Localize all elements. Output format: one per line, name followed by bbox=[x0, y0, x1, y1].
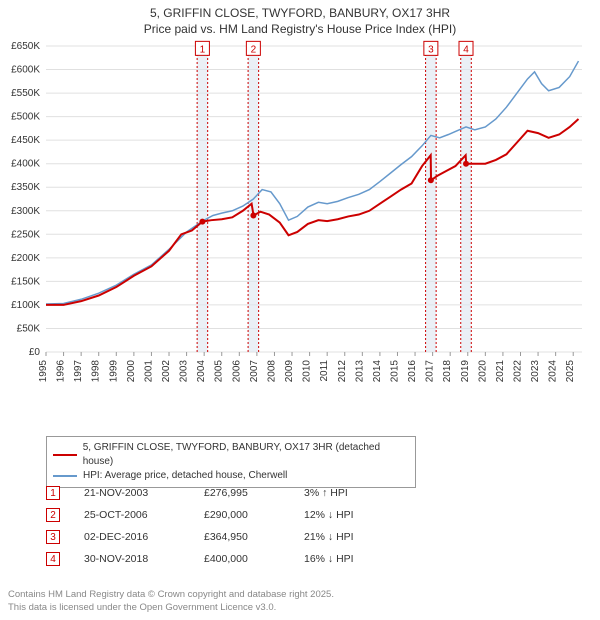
sale-price: £276,995 bbox=[204, 487, 304, 499]
svg-text:2002: 2002 bbox=[161, 360, 172, 383]
sale-delta: 21% ↓ HPI bbox=[304, 531, 384, 543]
svg-text:£500K: £500K bbox=[11, 112, 40, 123]
svg-text:£150K: £150K bbox=[11, 276, 40, 287]
svg-text:1995: 1995 bbox=[38, 360, 49, 383]
svg-text:£400K: £400K bbox=[11, 159, 40, 170]
svg-text:2005: 2005 bbox=[214, 360, 225, 383]
svg-text:£200K: £200K bbox=[11, 253, 40, 264]
svg-text:2024: 2024 bbox=[548, 360, 559, 383]
footer-line-2: This data is licensed under the Open Gov… bbox=[8, 602, 334, 614]
svg-text:2008: 2008 bbox=[266, 360, 277, 383]
sale-date: 25-OCT-2006 bbox=[84, 509, 204, 521]
legend: 5, GRIFFIN CLOSE, TWYFORD, BANBURY, OX17… bbox=[46, 436, 416, 488]
footer: Contains HM Land Registry data © Crown c… bbox=[8, 589, 334, 614]
svg-text:2015: 2015 bbox=[389, 360, 400, 383]
sale-price: £400,000 bbox=[204, 553, 304, 565]
svg-text:3: 3 bbox=[428, 44, 434, 55]
footer-line-1: Contains HM Land Registry data © Crown c… bbox=[8, 589, 334, 601]
svg-text:2017: 2017 bbox=[425, 360, 436, 383]
legend-label: 5, GRIFFIN CLOSE, TWYFORD, BANBURY, OX17… bbox=[83, 441, 409, 469]
svg-text:2004: 2004 bbox=[196, 360, 207, 383]
sales-table: 1 21-NOV-2003£276,9953% ↑ HPI 2 25-OCT-2006… bbox=[46, 482, 384, 570]
title-line-1: 5, GRIFFIN CLOSE, TWYFORD, BANBURY, OX17… bbox=[0, 6, 600, 22]
svg-text:1999: 1999 bbox=[108, 360, 119, 383]
sale-marker-icon: 4 bbox=[46, 552, 60, 566]
svg-text:2006: 2006 bbox=[231, 360, 242, 383]
line-chart: £0£50K£100K£150K£200K£250K£300K£350K£400… bbox=[46, 42, 586, 392]
sales-row: 4 30-NOV-2018£400,00016% ↓ HPI bbox=[46, 548, 384, 570]
svg-text:£0: £0 bbox=[29, 347, 41, 358]
svg-text:2: 2 bbox=[251, 44, 257, 55]
svg-text:2025: 2025 bbox=[565, 360, 576, 383]
svg-text:2016: 2016 bbox=[407, 360, 418, 383]
sales-row: 1 21-NOV-2003£276,9953% ↑ HPI bbox=[46, 482, 384, 504]
svg-text:2010: 2010 bbox=[302, 360, 313, 383]
title-block: 5, GRIFFIN CLOSE, TWYFORD, BANBURY, OX17… bbox=[0, 0, 600, 39]
svg-text:£650K: £650K bbox=[11, 41, 40, 52]
sale-marker-icon: 1 bbox=[46, 486, 60, 500]
sale-price: £290,000 bbox=[204, 509, 304, 521]
svg-text:2007: 2007 bbox=[249, 360, 260, 383]
legend-swatch-blue bbox=[53, 475, 77, 477]
sale-price: £364,950 bbox=[204, 531, 304, 543]
svg-text:2012: 2012 bbox=[337, 360, 348, 383]
sale-marker-icon: 2 bbox=[46, 508, 60, 522]
sale-date: 30-NOV-2018 bbox=[84, 553, 204, 565]
sale-marker-icon: 3 bbox=[46, 530, 60, 544]
svg-text:£50K: £50K bbox=[17, 323, 41, 334]
sale-date: 02-DEC-2016 bbox=[84, 531, 204, 543]
svg-text:£250K: £250K bbox=[11, 229, 40, 240]
legend-label: HPI: Average price, detached house, Cher… bbox=[83, 469, 287, 483]
svg-text:1997: 1997 bbox=[73, 360, 84, 383]
legend-swatch-red bbox=[53, 454, 77, 456]
svg-text:2022: 2022 bbox=[512, 360, 523, 383]
svg-text:1996: 1996 bbox=[56, 360, 67, 383]
svg-text:4: 4 bbox=[463, 44, 469, 55]
title-line-2: Price paid vs. HM Land Registry's House … bbox=[0, 22, 600, 38]
svg-text:2009: 2009 bbox=[284, 360, 295, 383]
sales-row: 2 25-OCT-2006£290,00012% ↓ HPI bbox=[46, 504, 384, 526]
svg-text:£300K: £300K bbox=[11, 206, 40, 217]
svg-text:1998: 1998 bbox=[91, 360, 102, 383]
sale-delta: 3% ↑ HPI bbox=[304, 487, 384, 499]
svg-text:2013: 2013 bbox=[354, 360, 365, 383]
svg-text:1: 1 bbox=[200, 44, 206, 55]
svg-text:£600K: £600K bbox=[11, 65, 40, 76]
svg-text:2018: 2018 bbox=[442, 360, 453, 383]
svg-text:2000: 2000 bbox=[126, 360, 137, 383]
sale-date: 21-NOV-2003 bbox=[84, 487, 204, 499]
svg-text:2003: 2003 bbox=[179, 360, 190, 383]
svg-text:£350K: £350K bbox=[11, 182, 40, 193]
svg-text:2014: 2014 bbox=[372, 360, 383, 383]
svg-text:2020: 2020 bbox=[477, 360, 488, 383]
sale-delta: 16% ↓ HPI bbox=[304, 553, 384, 565]
svg-text:2021: 2021 bbox=[495, 360, 506, 383]
svg-text:2023: 2023 bbox=[530, 360, 541, 383]
sale-delta: 12% ↓ HPI bbox=[304, 509, 384, 521]
svg-text:£100K: £100K bbox=[11, 300, 40, 311]
svg-text:2019: 2019 bbox=[460, 360, 471, 383]
svg-text:£450K: £450K bbox=[11, 135, 40, 146]
sales-row: 3 02-DEC-2016£364,95021% ↓ HPI bbox=[46, 526, 384, 548]
legend-item-hpi: HPI: Average price, detached house, Cher… bbox=[53, 469, 409, 483]
legend-item-price-paid: 5, GRIFFIN CLOSE, TWYFORD, BANBURY, OX17… bbox=[53, 441, 409, 469]
svg-text:£550K: £550K bbox=[11, 88, 40, 99]
chart-container: 5, GRIFFIN CLOSE, TWYFORD, BANBURY, OX17… bbox=[0, 0, 600, 620]
svg-text:2001: 2001 bbox=[143, 360, 154, 383]
svg-text:2011: 2011 bbox=[319, 360, 330, 382]
